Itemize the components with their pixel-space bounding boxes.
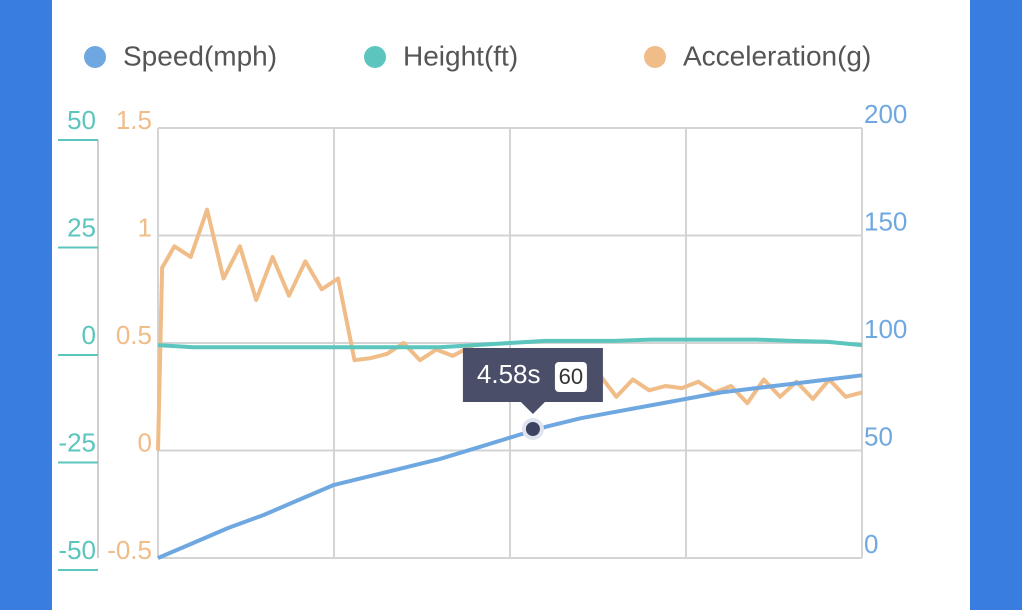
speed-tick-label: 100 — [864, 314, 907, 344]
legend-label[interactable]: Height(ft) — [403, 40, 518, 71]
series-line — [157, 337, 863, 350]
speed-tick-label: 200 — [864, 99, 907, 129]
legend-marker[interactable] — [644, 46, 666, 68]
legend-label[interactable]: Acceleration(g) — [683, 40, 871, 71]
height-tick-label: 25 — [67, 212, 96, 242]
height-tick-label: 0 — [82, 320, 96, 350]
series-line — [157, 373, 863, 560]
height-tick-label: -50 — [58, 535, 96, 565]
legend-marker[interactable] — [84, 46, 106, 68]
accel-tick-label: 1.5 — [116, 105, 152, 135]
height-tick-label: -25 — [58, 427, 96, 457]
accel-tick-label: 0.5 — [116, 320, 152, 350]
speed-tick-label: 150 — [864, 206, 907, 236]
height-tick-label: 50 — [67, 105, 96, 135]
accel-tick-label: 0 — [138, 427, 152, 457]
tooltip-value: 60 — [559, 364, 583, 389]
speed-tick-label: 50 — [864, 421, 893, 451]
legend-marker[interactable] — [364, 46, 386, 68]
tooltip-time: 4.58s — [477, 359, 541, 389]
tooltip-point — [525, 422, 540, 436]
tooltip-badge — [554, 362, 587, 392]
accel-tick-label: -0.5 — [107, 535, 152, 565]
speed-tick-label: 0 — [864, 529, 878, 559]
accel-tick-label: 1 — [138, 212, 152, 242]
legend-label[interactable]: Speed(mph) — [123, 40, 277, 71]
